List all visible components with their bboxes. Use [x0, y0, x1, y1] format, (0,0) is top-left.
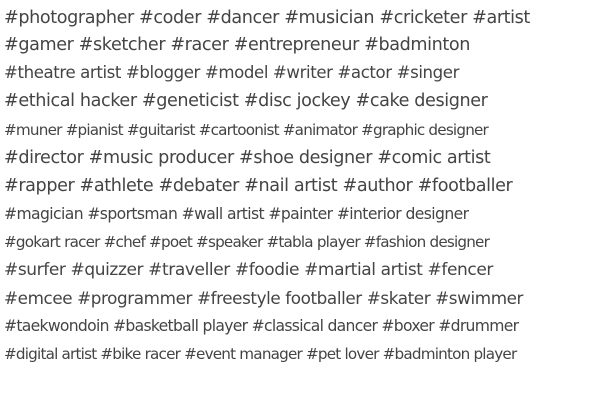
hashtag-line-12: #taekwondoin #basketball player #classic…	[4, 317, 519, 335]
hashtag-line-11: #emcee #programmer #freestyle footballer…	[4, 288, 524, 308]
hashtag-line-7: #rapper #athlete #debater #nail artist #…	[4, 176, 513, 196]
hashtag-line-13: #digital artist #bike racer #event manag…	[4, 345, 517, 363]
hashtag-line-1: #photographer #coder #dancer #musician #…	[4, 8, 530, 28]
hashtag-line-4: #ethical hacker #geneticist #disc jockey…	[4, 91, 488, 111]
hashtag-line-3: #theatre artist #blogger #model #writer …	[4, 63, 460, 82]
hashtag-line-5: #muner #pianist #guitarist #cartoonist #…	[4, 121, 489, 139]
hashtag-line-6: #director #music producer #shoe designer…	[4, 148, 491, 168]
hashtag-line-9: #gokart racer #chef #poet #speaker #tabl…	[4, 233, 490, 251]
hashtag-line-10: #surfer #quizzer #traveller #foodie #mar…	[4, 260, 493, 280]
hashtag-line-8: #magician #sportsman #wall artist #paint…	[4, 205, 469, 223]
hashtag-line-2: #gamer #sketcher #racer #entrepreneur #b…	[4, 35, 470, 55]
